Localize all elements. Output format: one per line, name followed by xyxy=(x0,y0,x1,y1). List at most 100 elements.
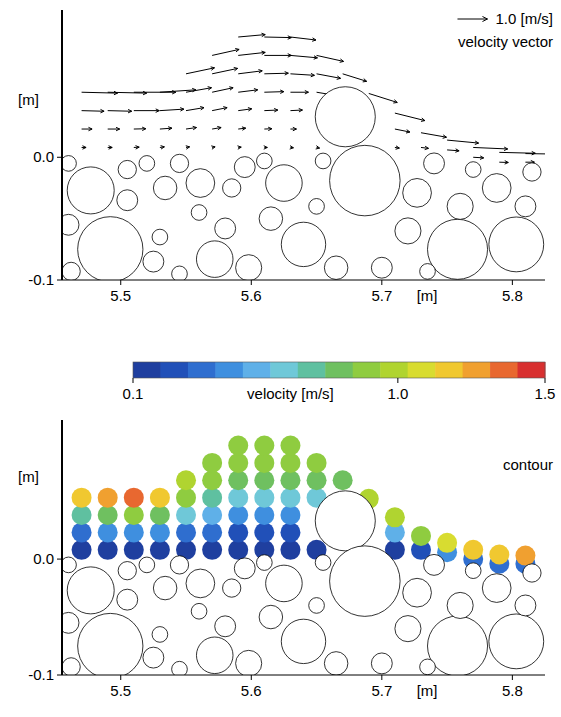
colorbar-segment xyxy=(160,362,188,378)
flow-particle xyxy=(228,522,248,542)
velocity-vector xyxy=(264,54,291,57)
bed-grain xyxy=(139,557,155,573)
bed-grain xyxy=(234,558,255,579)
velocity-vector xyxy=(212,107,227,111)
bed-grain xyxy=(465,563,481,579)
velocity-vector xyxy=(134,109,160,112)
velocity-vector xyxy=(160,108,184,111)
flow-particle xyxy=(280,540,300,560)
flow-particle xyxy=(98,488,118,508)
velocity-vector xyxy=(160,146,165,149)
bed-grain xyxy=(447,193,473,219)
velocity-vector xyxy=(421,146,429,149)
plot-area xyxy=(62,33,545,280)
bed-grain xyxy=(236,650,262,675)
annotation: velocity vector xyxy=(458,33,553,50)
bed-grain xyxy=(482,574,511,603)
velocity-vector xyxy=(343,74,367,82)
x-tick-label: 5.8 xyxy=(502,682,523,699)
velocity-vector xyxy=(316,146,320,149)
flow-particle xyxy=(280,505,300,525)
plot-area xyxy=(62,436,544,676)
velocity-vector xyxy=(395,146,400,149)
flow-particle xyxy=(385,507,405,527)
bed-grain xyxy=(152,229,168,245)
velocity-vector xyxy=(421,133,447,139)
bed-grain xyxy=(223,179,241,197)
bed-grain xyxy=(67,167,114,214)
flow-particle xyxy=(307,453,327,473)
colorbar-tick-label: 0.1 xyxy=(123,385,144,402)
velocity-vector xyxy=(186,67,215,74)
flow-particle xyxy=(150,540,170,560)
colorbar-segment xyxy=(215,362,243,378)
x-tick-label: 5.8 xyxy=(502,287,523,304)
bed-grain xyxy=(465,162,481,178)
y-tick-label: 0.0 xyxy=(33,550,54,567)
bed-grain xyxy=(309,598,325,614)
bed-grain xyxy=(523,163,541,181)
bed-grain xyxy=(324,256,347,279)
flow-particle xyxy=(228,505,248,525)
colorbar-frame xyxy=(133,362,545,378)
y-axis-title: [m] xyxy=(18,91,39,108)
bed-grain xyxy=(236,255,262,280)
bed-grain xyxy=(78,217,143,280)
velocity-vector xyxy=(82,127,93,130)
colorbar-tick xyxy=(545,378,546,383)
y-axis xyxy=(61,420,63,675)
velocity-vector xyxy=(134,90,176,93)
bed-grain xyxy=(143,251,164,272)
velocity-vector xyxy=(317,74,341,80)
bed-grain xyxy=(281,222,325,266)
bed-grain xyxy=(330,546,400,616)
bed-grain xyxy=(330,145,400,215)
y-tick xyxy=(57,559,62,560)
bed-grain xyxy=(489,614,544,669)
flow-particle xyxy=(307,470,327,490)
colorbar-title: velocity [m/s] xyxy=(247,385,334,402)
flow-particle xyxy=(202,470,222,490)
velocity-vector xyxy=(447,149,459,152)
flow-particle xyxy=(515,546,535,566)
colorbar-tick-label: 1.5 xyxy=(535,385,556,402)
bed-grain xyxy=(424,554,445,575)
flow-particle xyxy=(176,470,196,490)
flow-particle xyxy=(333,470,353,490)
bed-grain xyxy=(266,165,303,202)
velocity-vector xyxy=(212,126,221,129)
flow-particle xyxy=(202,505,222,525)
colorbar-segment xyxy=(325,362,353,378)
bed-grain xyxy=(153,176,176,199)
bed-grain xyxy=(523,564,541,582)
bed-grain xyxy=(428,219,488,279)
flow-particle xyxy=(98,540,118,560)
flow-particle xyxy=(176,488,196,508)
velocity-vector xyxy=(447,140,479,144)
x-tick-label: 5.6 xyxy=(241,287,262,304)
x-tick xyxy=(381,675,382,680)
velocity-vector xyxy=(290,55,317,59)
flow-particle xyxy=(254,470,274,490)
bed-grain xyxy=(428,616,488,675)
velocity-vector xyxy=(525,152,545,155)
x-tick xyxy=(512,675,513,680)
x-axis-title: [m] xyxy=(417,287,438,304)
velocity-vector xyxy=(395,113,425,121)
bed-grain xyxy=(257,555,273,571)
bed-grain xyxy=(315,555,331,571)
velocity-vector xyxy=(499,161,508,164)
velocity-vector xyxy=(290,90,308,93)
velocity-vector xyxy=(238,127,246,130)
bed-grain xyxy=(62,214,79,235)
bed-grain xyxy=(281,619,325,663)
velocity-vector xyxy=(395,129,410,133)
bed-grain xyxy=(170,154,188,172)
velocity-vector xyxy=(134,127,146,130)
x-tick xyxy=(251,280,252,285)
x-axis xyxy=(62,280,545,281)
bed-grain xyxy=(62,612,79,633)
x-tick-label: 5.6 xyxy=(241,682,262,699)
bed-grain xyxy=(420,264,436,280)
velocity-vector xyxy=(108,127,120,130)
